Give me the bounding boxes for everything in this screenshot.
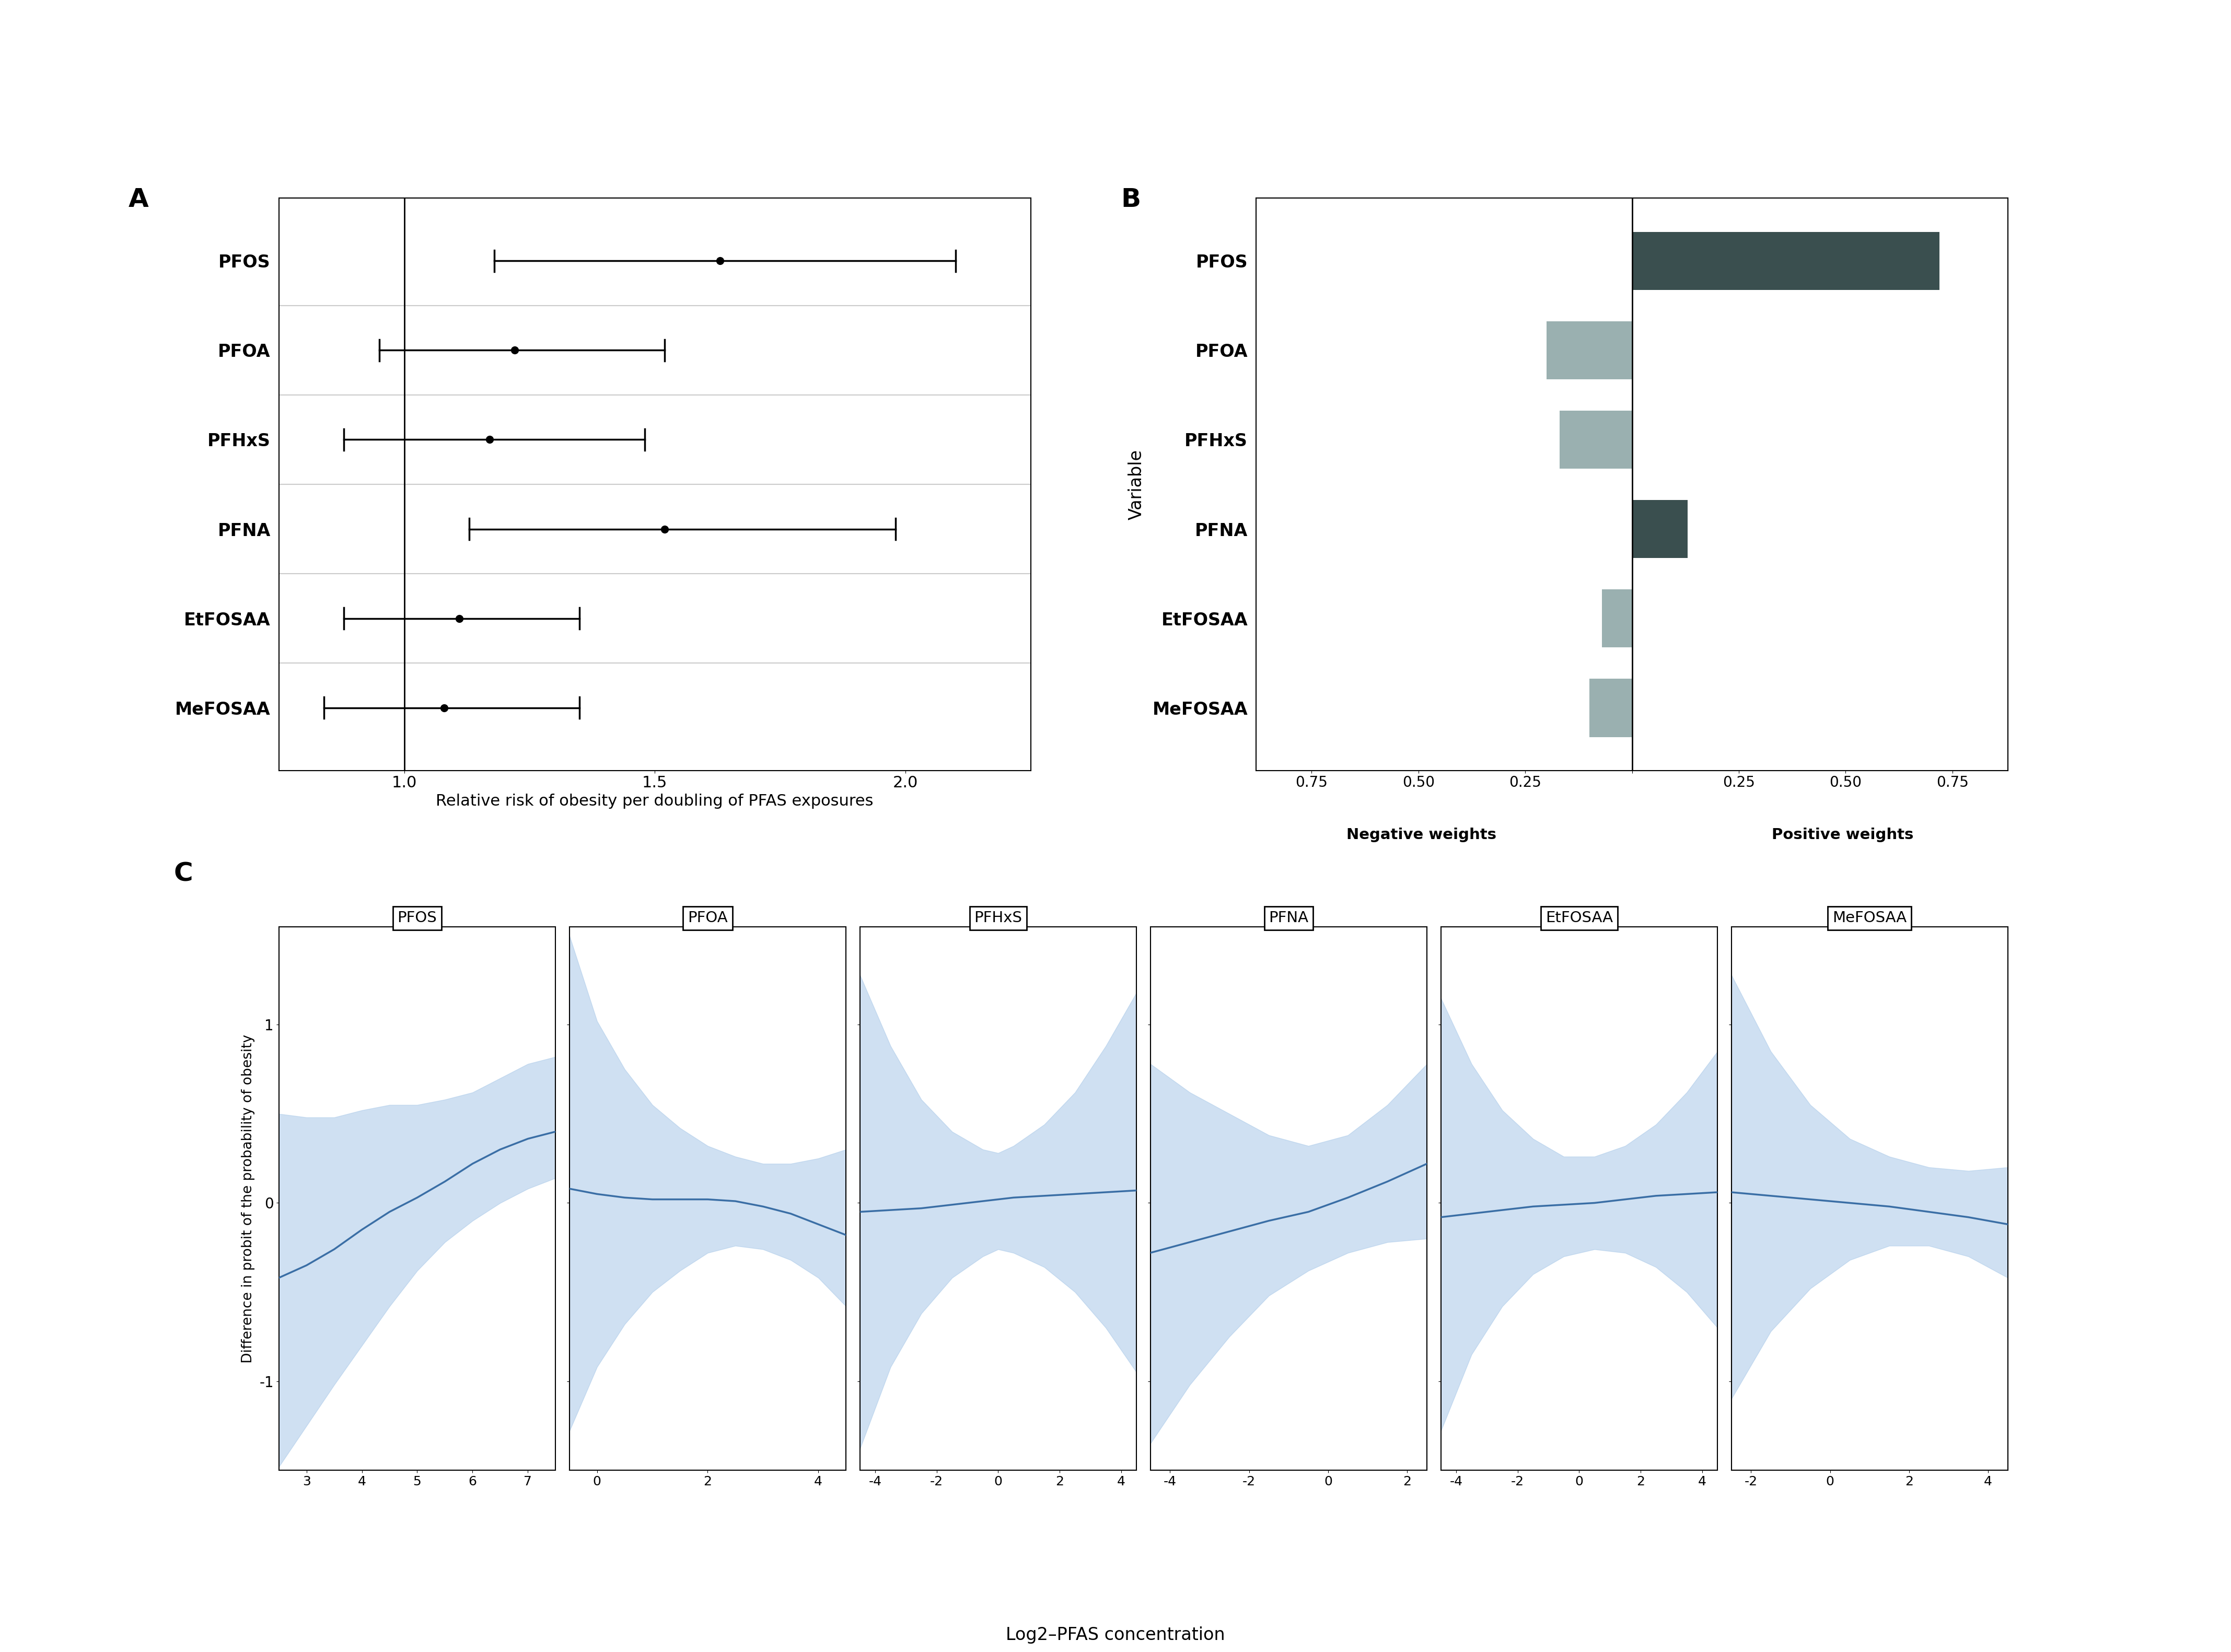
Text: A: A (129, 187, 149, 211)
Bar (1602, 590, 1633, 648)
Title: MeFOSAA: MeFOSAA (1832, 910, 1908, 925)
Text: B: B (1120, 187, 1140, 211)
Title: PFOA: PFOA (687, 910, 727, 925)
Bar (1559, 411, 1633, 469)
Text: Log2–PFAS concentration: Log2–PFAS concentration (1006, 1627, 1225, 1644)
Text: Negative weights: Negative weights (1348, 828, 1497, 843)
Bar (1588, 679, 1633, 737)
Y-axis label: Variable: Variable (1129, 449, 1145, 520)
Text: C: C (174, 861, 192, 887)
X-axis label: Relative risk of obesity per doubling of PFAS exposures: Relative risk of obesity per doubling of… (435, 793, 875, 809)
Text: Positive weights: Positive weights (1771, 828, 1914, 843)
Bar (1546, 320, 1633, 380)
Title: PFNA: PFNA (1269, 910, 1307, 925)
Y-axis label: Difference in probit of the probability of obesity: Difference in probit of the probability … (241, 1034, 254, 1363)
Title: PFOS: PFOS (397, 910, 437, 925)
Title: EtFOSAA: EtFOSAA (1546, 910, 1613, 925)
Bar (1633, 501, 1687, 558)
Bar (1633, 231, 1939, 289)
Title: PFHxS: PFHxS (975, 910, 1022, 925)
